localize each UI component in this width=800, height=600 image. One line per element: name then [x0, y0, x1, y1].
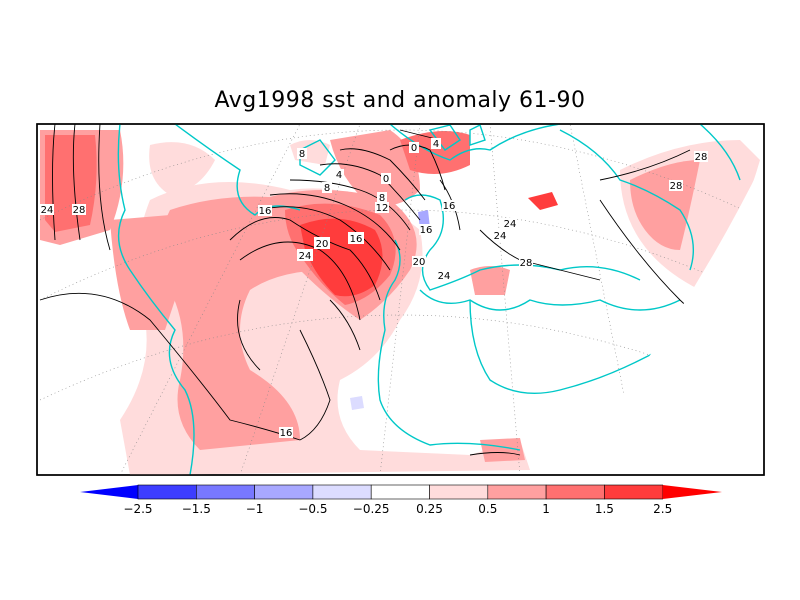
colorbar-tick-label: −1.5: [182, 502, 211, 516]
anomaly-region-red-sea: [480, 438, 525, 462]
svg-text:28: 28: [695, 152, 708, 163]
svg-text:24: 24: [504, 219, 517, 230]
svg-text:16: 16: [350, 234, 363, 245]
contour-label: 4: [334, 169, 344, 181]
svg-text:16: 16: [259, 206, 272, 217]
anomaly-region-labrador: [149, 142, 215, 195]
colorbar-swatch: [604, 484, 664, 500]
svg-text:24: 24: [41, 205, 54, 216]
contour-label: 16: [348, 232, 364, 245]
colorbar-swatch: [545, 484, 605, 500]
map-title: Avg1998 sst and anomaly 61-90: [214, 88, 586, 113]
colorbar-arrow-left: [80, 485, 138, 499]
colorbar-swatch: [370, 484, 430, 500]
contour-label: 28: [519, 257, 533, 269]
colorbar-swatch: [429, 484, 489, 500]
colorbar-tick-label: −0.25: [353, 502, 390, 516]
contour-label: 24: [437, 270, 451, 282]
contour-labels: 28 24 16 8 8 4 4 0 0 8 12 16 20 24 16 20…: [40, 138, 708, 439]
anomaly-region-blue-atlantic: [350, 396, 364, 410]
colorbar-swatch: [196, 484, 255, 500]
colorbar-arrow-right: [662, 485, 722, 499]
svg-text:16: 16: [280, 428, 293, 439]
contour-label: 0: [409, 142, 419, 154]
contour-label: 12: [375, 202, 389, 214]
contour-label: 16: [442, 200, 456, 212]
colorbar-tick-label: 0.25: [416, 502, 443, 516]
svg-text:16: 16: [420, 225, 433, 236]
contour-label: 28: [694, 151, 708, 163]
colorbar-swatch: [312, 484, 372, 500]
svg-text:24: 24: [299, 251, 312, 262]
contour-label: 8: [297, 148, 307, 160]
svg-text:28: 28: [670, 181, 683, 192]
contour-label: 20: [314, 237, 330, 250]
svg-text:8: 8: [299, 149, 305, 160]
svg-text:16: 16: [443, 201, 456, 212]
contour-label: 28: [72, 204, 86, 216]
colorbar-tick-label: 2.5: [653, 502, 672, 516]
colorbar-tick-label: 0.5: [478, 502, 497, 516]
contour-label: 0: [381, 173, 391, 185]
svg-text:28: 28: [73, 205, 86, 216]
svg-text:20: 20: [413, 257, 426, 268]
colorbar-tick-label: −0.5: [298, 502, 327, 516]
contour-label: 8: [377, 192, 387, 204]
colorbar-tick-label: −1: [246, 502, 264, 516]
svg-text:20: 20: [316, 239, 329, 250]
svg-text:24: 24: [438, 271, 451, 282]
svg-text:12: 12: [376, 203, 389, 214]
anomaly-region-caspian: [528, 192, 558, 210]
contour-label: 16: [419, 224, 433, 236]
svg-text:0: 0: [383, 174, 389, 185]
contour-label: 4: [431, 138, 441, 150]
anomaly-region-north: [400, 131, 470, 174]
contour-label: 24: [493, 230, 507, 242]
svg-text:8: 8: [379, 193, 385, 204]
svg-text:24: 24: [494, 231, 507, 242]
contour-label: 24: [297, 249, 313, 262]
contour-label: 16: [279, 427, 293, 439]
svg-text:8: 8: [324, 183, 330, 194]
colorbar: −2.5 −1.5 −1 −0.5 −0.25 0.25 0.5 1 1.5 2.5: [80, 484, 722, 516]
graticule: [39, 124, 764, 475]
colorbar-swatch: [487, 484, 547, 500]
svg-text:4: 4: [433, 139, 439, 150]
colorbar-tick-label: 1.5: [595, 502, 614, 516]
contour-label: 20: [412, 256, 426, 268]
colorbar-swatch: [137, 484, 197, 500]
contour-label: 28: [669, 180, 683, 192]
contour-label: 8: [322, 182, 332, 194]
contour-label: 24: [503, 218, 517, 230]
colorbar-tick-label: 1: [542, 502, 550, 516]
svg-text:28: 28: [520, 258, 533, 269]
anomaly-region-w-atlantic: [160, 196, 332, 450]
contour-label: 24: [40, 204, 54, 216]
svg-text:0: 0: [411, 143, 417, 154]
contour-label: 16: [258, 205, 272, 217]
anomaly-region-gulf: [110, 215, 177, 330]
colorbar-swatch: [254, 484, 314, 500]
map-content: 28 24 16 8 8 4 4 0 0 8 12 16 20 24 16 20…: [39, 124, 764, 475]
svg-text:4: 4: [336, 170, 342, 181]
anomaly-region-med: [470, 266, 510, 295]
colorbar-tick-label: −2.5: [123, 502, 152, 516]
